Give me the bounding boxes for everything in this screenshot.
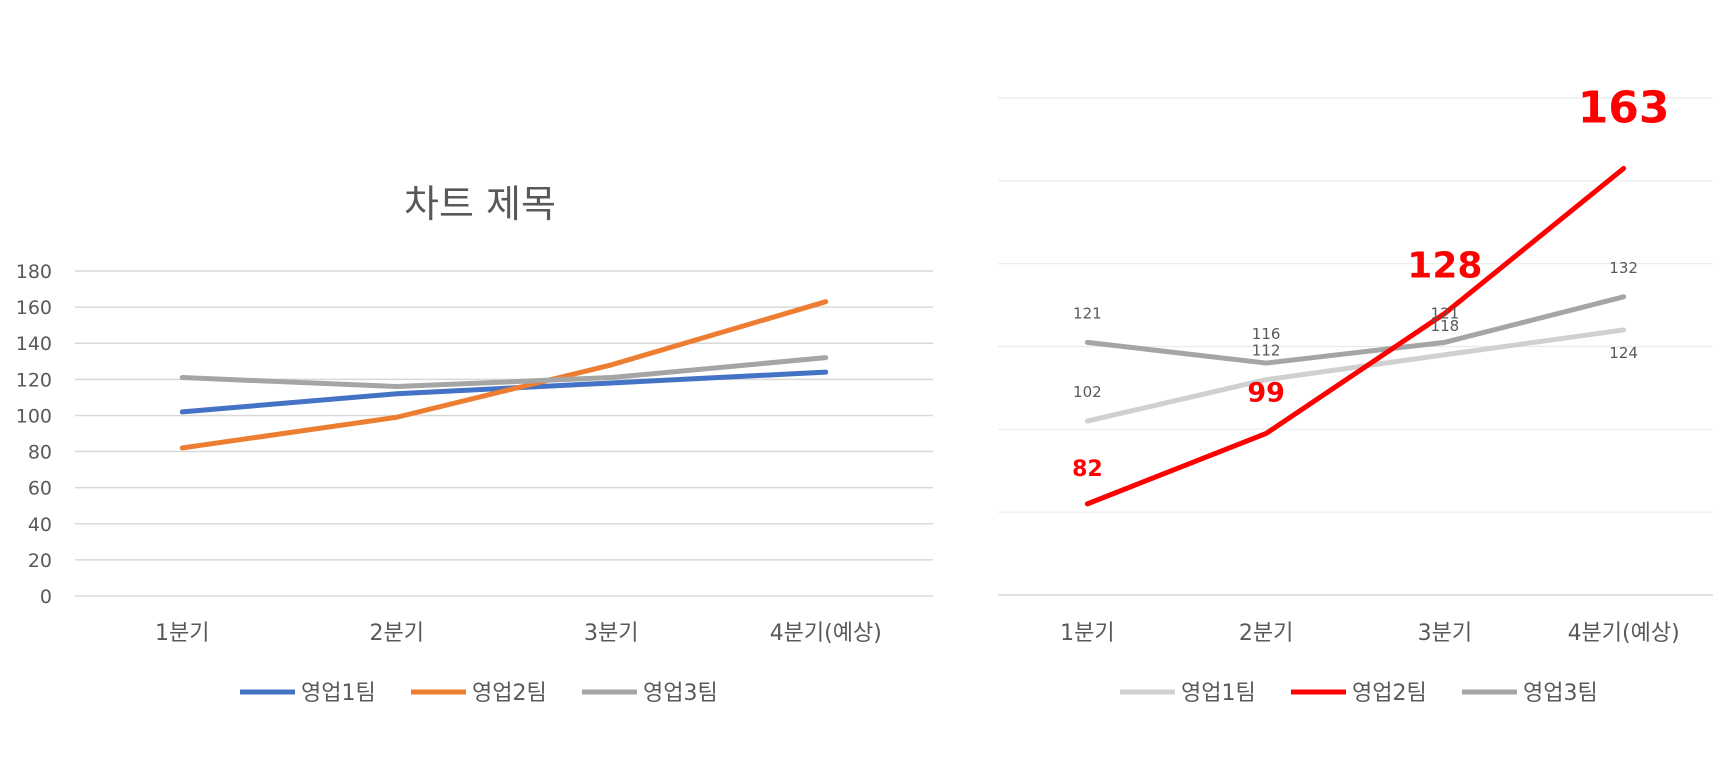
data-label: 112 [1252, 342, 1281, 360]
series-line [179, 369, 829, 415]
y-tick-label: 180 [16, 261, 52, 283]
data-label: 128 [1407, 245, 1482, 286]
data-label: 82 [1072, 457, 1103, 482]
legend-label: 영업1팀 [301, 681, 376, 706]
data-label: 102 [1073, 383, 1102, 401]
y-tick-label: 140 [16, 333, 52, 355]
x-tick-label: 1분기 [155, 621, 209, 646]
legend-label: 영업1팀 [1181, 681, 1256, 706]
x-tick-label: 2분기 [1239, 621, 1293, 646]
y-tick-label: 120 [16, 369, 52, 391]
series-line [179, 355, 829, 390]
y-tick-label: 60 [28, 478, 52, 500]
legend-label: 영업2팀 [472, 681, 547, 706]
data-label: 124 [1609, 344, 1638, 362]
y-tick-label: 80 [28, 442, 52, 464]
y-tick-label: 20 [28, 550, 52, 572]
y-tick-label: 100 [16, 405, 52, 427]
data-label: 121 [1431, 304, 1460, 322]
data-label: 163 [1578, 82, 1670, 133]
series-line [1084, 165, 1627, 507]
x-tick-label: 2분기 [370, 621, 424, 646]
y-tick-label: 0 [40, 586, 52, 608]
data-label: 116 [1252, 325, 1281, 343]
legend-label: 영업3팀 [643, 681, 718, 706]
y-tick-label: 40 [28, 514, 52, 536]
series-line [1084, 294, 1627, 366]
chart-title: 차트 제목 [404, 182, 556, 226]
data-label: 118 [1431, 317, 1460, 335]
data-label: 99 [1247, 377, 1285, 408]
series-line [179, 299, 829, 451]
line-chart-right: 1분기 2분기 3분기 4분기(예상) 121 116 121 132 102 112 118 124… [998, 82, 1713, 706]
x-tick-label: 4분기(예상) [1568, 621, 1680, 646]
legend-label: 영업3팀 [1523, 681, 1598, 706]
y-tick-label: 160 [16, 297, 52, 319]
x-tick-label: 3분기 [584, 621, 638, 646]
x-tick-label: 4분기(예상) [770, 621, 882, 646]
data-label: 121 [1073, 304, 1102, 322]
data-label: 132 [1609, 259, 1638, 277]
x-tick-label: 3분기 [1418, 621, 1472, 646]
x-tick-label: 1분기 [1060, 621, 1114, 646]
legend-label: 영업2팀 [1352, 681, 1427, 706]
series-line [1084, 327, 1627, 424]
line-chart-left: 차트 제목 0 20 40 60 80 100 120 140 160 180 1분기 2분기 3분기 4… [16, 182, 933, 706]
